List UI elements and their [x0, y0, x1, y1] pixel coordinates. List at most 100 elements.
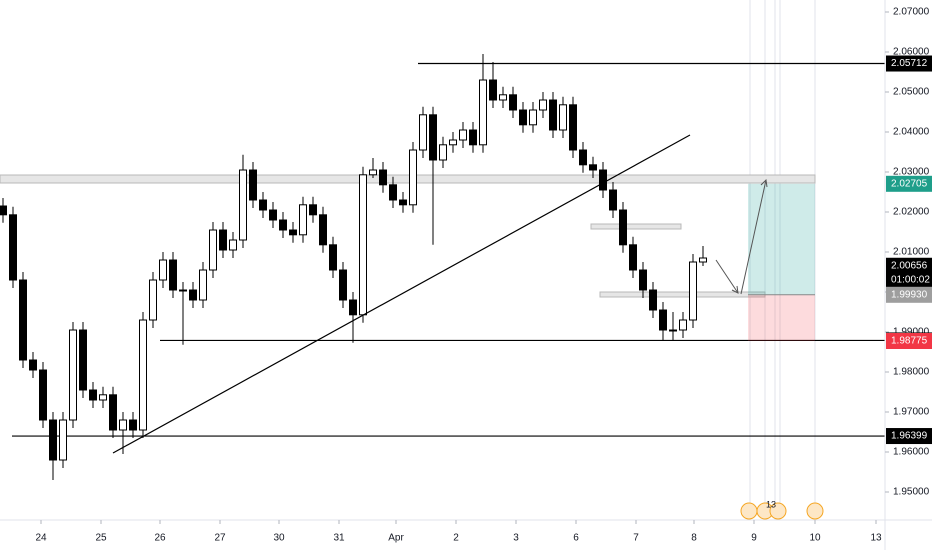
candle-body [139, 319, 147, 431]
x-tick-label: 27 [214, 533, 226, 544]
price-tag [886, 286, 932, 303]
candle-body [349, 299, 357, 316]
x-tick-label: 26 [154, 533, 166, 544]
candle-body [579, 149, 587, 166]
candle-body [229, 239, 237, 251]
candle-body [469, 129, 477, 146]
candle-body [609, 189, 617, 211]
x-tick-label: 7 [633, 533, 639, 544]
candle-body [439, 144, 447, 161]
drawings-back [0, 0, 885, 520]
candle-body [169, 259, 177, 291]
candle-body [259, 199, 267, 211]
event-icons: 13 [740, 499, 824, 520]
arrow-head [731, 285, 739, 294]
y-tick-label: 2.03000 [893, 167, 930, 178]
candle-body [89, 389, 97, 401]
y-tick-label: 2.04000 [893, 127, 930, 138]
profit-zone [748, 183, 815, 295]
zone [590, 223, 682, 230]
candle-body [119, 419, 127, 431]
price-tag-label: 1.98775 [891, 336, 928, 347]
candle-body [19, 279, 27, 361]
candle-body [679, 319, 687, 331]
candle-body [619, 209, 627, 246]
candle-body [329, 244, 337, 271]
event-icon[interactable] [806, 502, 824, 520]
candle-body [269, 209, 277, 221]
candle-body [279, 219, 287, 231]
candle-body [339, 269, 347, 301]
candle-body [369, 169, 377, 176]
price-tag [886, 257, 932, 288]
candle-body [219, 229, 227, 251]
x-tick-label: 2 [453, 533, 459, 544]
candle-body [69, 329, 77, 421]
candle-body [699, 257, 707, 263]
x-tick-label: 6 [573, 533, 579, 544]
candle-body [669, 329, 677, 332]
candle-body [639, 269, 647, 291]
candle-body [409, 149, 417, 206]
candle-body [529, 109, 537, 126]
countdown: 01:00:02 [891, 274, 930, 285]
y-tick-label: 1.97000 [893, 407, 930, 418]
candle-body [309, 204, 317, 216]
candle-body [479, 79, 487, 146]
arrow [740, 179, 767, 295]
event-count: 13 [766, 499, 776, 509]
candle-body [429, 114, 437, 161]
candle-body [0, 205, 7, 216]
candle-body [589, 164, 597, 171]
candle-body [659, 309, 667, 331]
candle-body [359, 174, 367, 316]
candle-body [379, 169, 387, 186]
x-tick-label: 10 [809, 533, 821, 544]
y-tick-label: 1.95000 [893, 487, 930, 498]
price-tag-label: 1.99930 [891, 289, 928, 300]
candle-body [209, 229, 217, 271]
candle-body [179, 289, 187, 292]
candle-body [459, 129, 467, 141]
x-tick-label: 8 [691, 533, 697, 544]
price-tag [886, 175, 932, 192]
resistance-zone [0, 174, 816, 184]
candle-body [39, 369, 47, 421]
candle-body [59, 419, 67, 461]
candle-body [549, 99, 557, 131]
candle-body [389, 184, 397, 201]
x-tick-label: 31 [333, 533, 345, 544]
candle-body [539, 99, 547, 111]
candle-body [599, 169, 607, 191]
event-icon[interactable] [740, 502, 758, 520]
y-tick-label: 2.07000 [893, 7, 930, 18]
plot [0, 54, 707, 480]
y-tick-label: 1.96000 [893, 447, 930, 458]
candle-body [509, 94, 517, 111]
y-tick-label: 2.06000 [893, 47, 930, 58]
price-tag [886, 428, 932, 445]
event-icon[interactable] [769, 502, 787, 520]
drawings-front: 13 [112, 134, 824, 520]
arrow [715, 259, 739, 294]
axes: 2.07000 2.06000 2.05000 2.04000 2.03000 2.020… [35, 7, 932, 544]
candle-body [569, 104, 577, 151]
candle-body [49, 419, 57, 461]
candle-body [199, 269, 207, 301]
x-tick-label: 25 [95, 533, 107, 544]
y-tick-label: 2.05000 [893, 87, 930, 98]
loss-zone [748, 294, 815, 341]
candle-body [9, 214, 17, 281]
trend-line [112, 134, 691, 454]
candle-body [189, 289, 197, 301]
candle-body [559, 104, 567, 131]
y-tick-label: 2.02000 [893, 207, 930, 218]
candle-body [649, 289, 657, 311]
zone [599, 291, 766, 298]
y-tick-label: 1.99000 [893, 327, 930, 338]
price-tag [886, 333, 932, 349]
candle-body [629, 244, 637, 271]
